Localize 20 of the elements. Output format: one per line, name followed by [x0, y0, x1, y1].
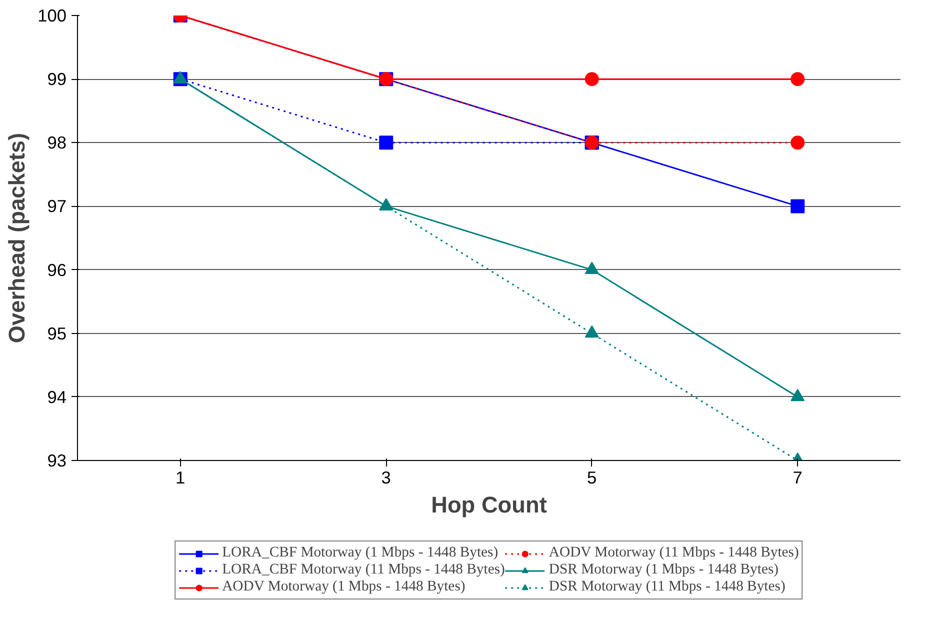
x-tick-label: 3 — [381, 468, 391, 488]
y-tick-label: 100 — [38, 6, 67, 26]
legend-label: LORA_CBF Motorway (1 Mbps - 1448 Bytes) — [222, 544, 498, 562]
y-tick-label: 93 — [47, 450, 67, 470]
y-tick-label: 99 — [47, 69, 67, 90]
legend-label: AODV Motorway (11 Mbps - 1448 Bytes) — [548, 544, 799, 562]
legend-label: AODV Motorway (1 Mbps - 1448 Bytes) — [222, 578, 466, 596]
y-axis-title: Overhead (packets) — [4, 132, 30, 344]
x-tick-label: 7 — [792, 468, 802, 488]
legend-label: DSR Motorway (11 Mbps - 1448 Bytes) — [548, 578, 786, 596]
x-tick-label: 5 — [587, 468, 597, 488]
y-tick-label: 96 — [47, 260, 67, 280]
y-tick-label: 97 — [47, 196, 67, 216]
y-tick-label: 95 — [47, 323, 67, 344]
x-tick-label: 1 — [176, 468, 186, 488]
x-axis-title: Hop Count — [431, 492, 548, 518]
y-tick-label: 94 — [47, 386, 67, 407]
legend-label: DSR Motorway (1 Mbps - 1448 Bytes) — [548, 562, 779, 578]
y-tick-label: 98 — [47, 132, 67, 153]
legend-label: LORA_CBF Motorway (11 Mbps - 1448 Bytes) — [222, 562, 505, 578]
